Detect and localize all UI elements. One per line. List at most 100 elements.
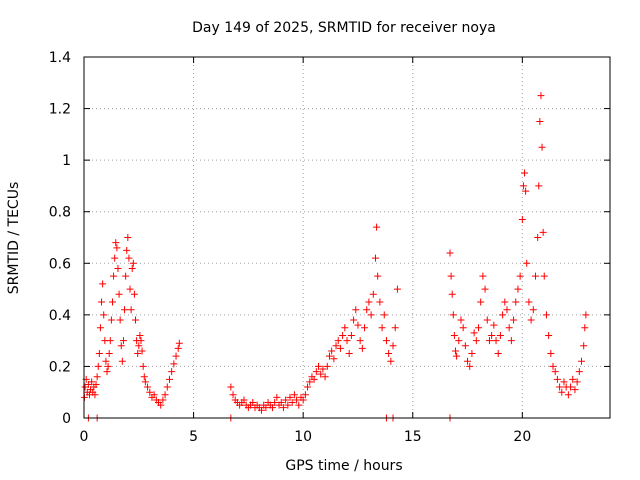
data-point	[507, 337, 515, 345]
data-point	[537, 92, 545, 100]
data-point	[448, 290, 456, 298]
data-point	[330, 355, 338, 363]
data-point	[378, 324, 386, 332]
data-point	[88, 378, 96, 386]
data-point	[273, 393, 281, 401]
data-point	[172, 352, 180, 360]
data-point	[284, 401, 292, 409]
data-point	[525, 298, 533, 306]
data-point	[122, 272, 130, 280]
data-point	[531, 272, 539, 280]
data-point	[279, 404, 287, 412]
data-point	[107, 316, 115, 324]
data-point	[453, 352, 461, 360]
y-tick-label: 0.6	[49, 256, 71, 272]
data-point	[121, 306, 129, 314]
data-point	[98, 298, 106, 306]
data-point	[128, 264, 136, 272]
data-point	[376, 298, 384, 306]
data-point	[286, 393, 294, 401]
data-point	[343, 337, 351, 345]
data-point	[112, 239, 120, 247]
data-point	[161, 391, 169, 399]
data-point	[387, 357, 395, 365]
data-point	[304, 383, 312, 391]
data-point	[461, 342, 469, 350]
data-point	[446, 249, 454, 257]
y-tick-label: 1.4	[49, 50, 71, 66]
data-point	[358, 344, 366, 352]
data-point	[514, 285, 522, 293]
data-point	[141, 378, 149, 386]
data-point	[159, 396, 167, 404]
data-point	[519, 182, 527, 190]
data-point	[539, 228, 547, 236]
data-point	[295, 401, 303, 409]
data-point	[157, 401, 165, 409]
data-point	[319, 365, 327, 373]
data-point	[108, 298, 116, 306]
data-point	[102, 357, 110, 365]
data-point	[124, 234, 132, 241]
data-point	[100, 311, 108, 319]
data-point	[136, 331, 144, 339]
data-point	[262, 404, 270, 412]
data-point	[135, 342, 143, 350]
data-point	[227, 383, 235, 391]
data-point	[556, 383, 564, 391]
data-point	[479, 272, 487, 280]
data-point	[301, 391, 309, 399]
data-point	[139, 362, 147, 370]
data-point	[134, 350, 142, 358]
data-point	[93, 373, 101, 381]
data-point	[312, 368, 320, 376]
data-point	[578, 357, 586, 365]
data-point	[485, 337, 493, 345]
data-point	[580, 342, 588, 350]
data-point	[573, 378, 581, 386]
data-point	[483, 316, 491, 324]
data-point	[137, 337, 145, 345]
data-point	[382, 337, 390, 345]
data-point	[323, 362, 331, 370]
y-tick-label: 1.2	[49, 102, 71, 118]
data-point	[258, 406, 266, 414]
data-point	[492, 337, 500, 345]
data-point	[369, 290, 377, 298]
data-point	[553, 375, 561, 383]
data-point	[91, 391, 99, 399]
data-point	[581, 324, 589, 332]
x-tick-label: 20	[513, 429, 531, 445]
data-point	[490, 321, 498, 329]
data-point	[299, 396, 307, 404]
data-point	[477, 298, 485, 306]
data-point	[146, 388, 154, 396]
data-point	[371, 254, 379, 262]
data-point	[499, 311, 507, 319]
y-tick-label: 0	[62, 411, 71, 427]
data-point	[535, 182, 543, 190]
data-point	[558, 388, 566, 396]
data-point	[282, 396, 290, 404]
data-point	[350, 316, 358, 324]
data-point	[315, 362, 323, 370]
data-point	[130, 290, 138, 298]
data-point	[95, 350, 103, 358]
y-tick-label: 0.4	[49, 308, 71, 324]
y-tick-label: 1	[62, 153, 71, 169]
data-point	[105, 350, 113, 358]
data-point	[306, 378, 314, 386]
data-point	[170, 360, 178, 368]
data-point	[92, 380, 100, 388]
data-point	[240, 396, 248, 404]
y-axis-label: SRMTID / TECUs	[6, 182, 22, 295]
data-point	[501, 298, 509, 306]
data-point	[132, 316, 140, 324]
data-point	[321, 373, 329, 381]
data-point	[123, 246, 131, 254]
data-point	[127, 306, 135, 314]
data-point	[354, 321, 362, 329]
data-point	[494, 350, 502, 358]
data-point	[96, 324, 104, 332]
